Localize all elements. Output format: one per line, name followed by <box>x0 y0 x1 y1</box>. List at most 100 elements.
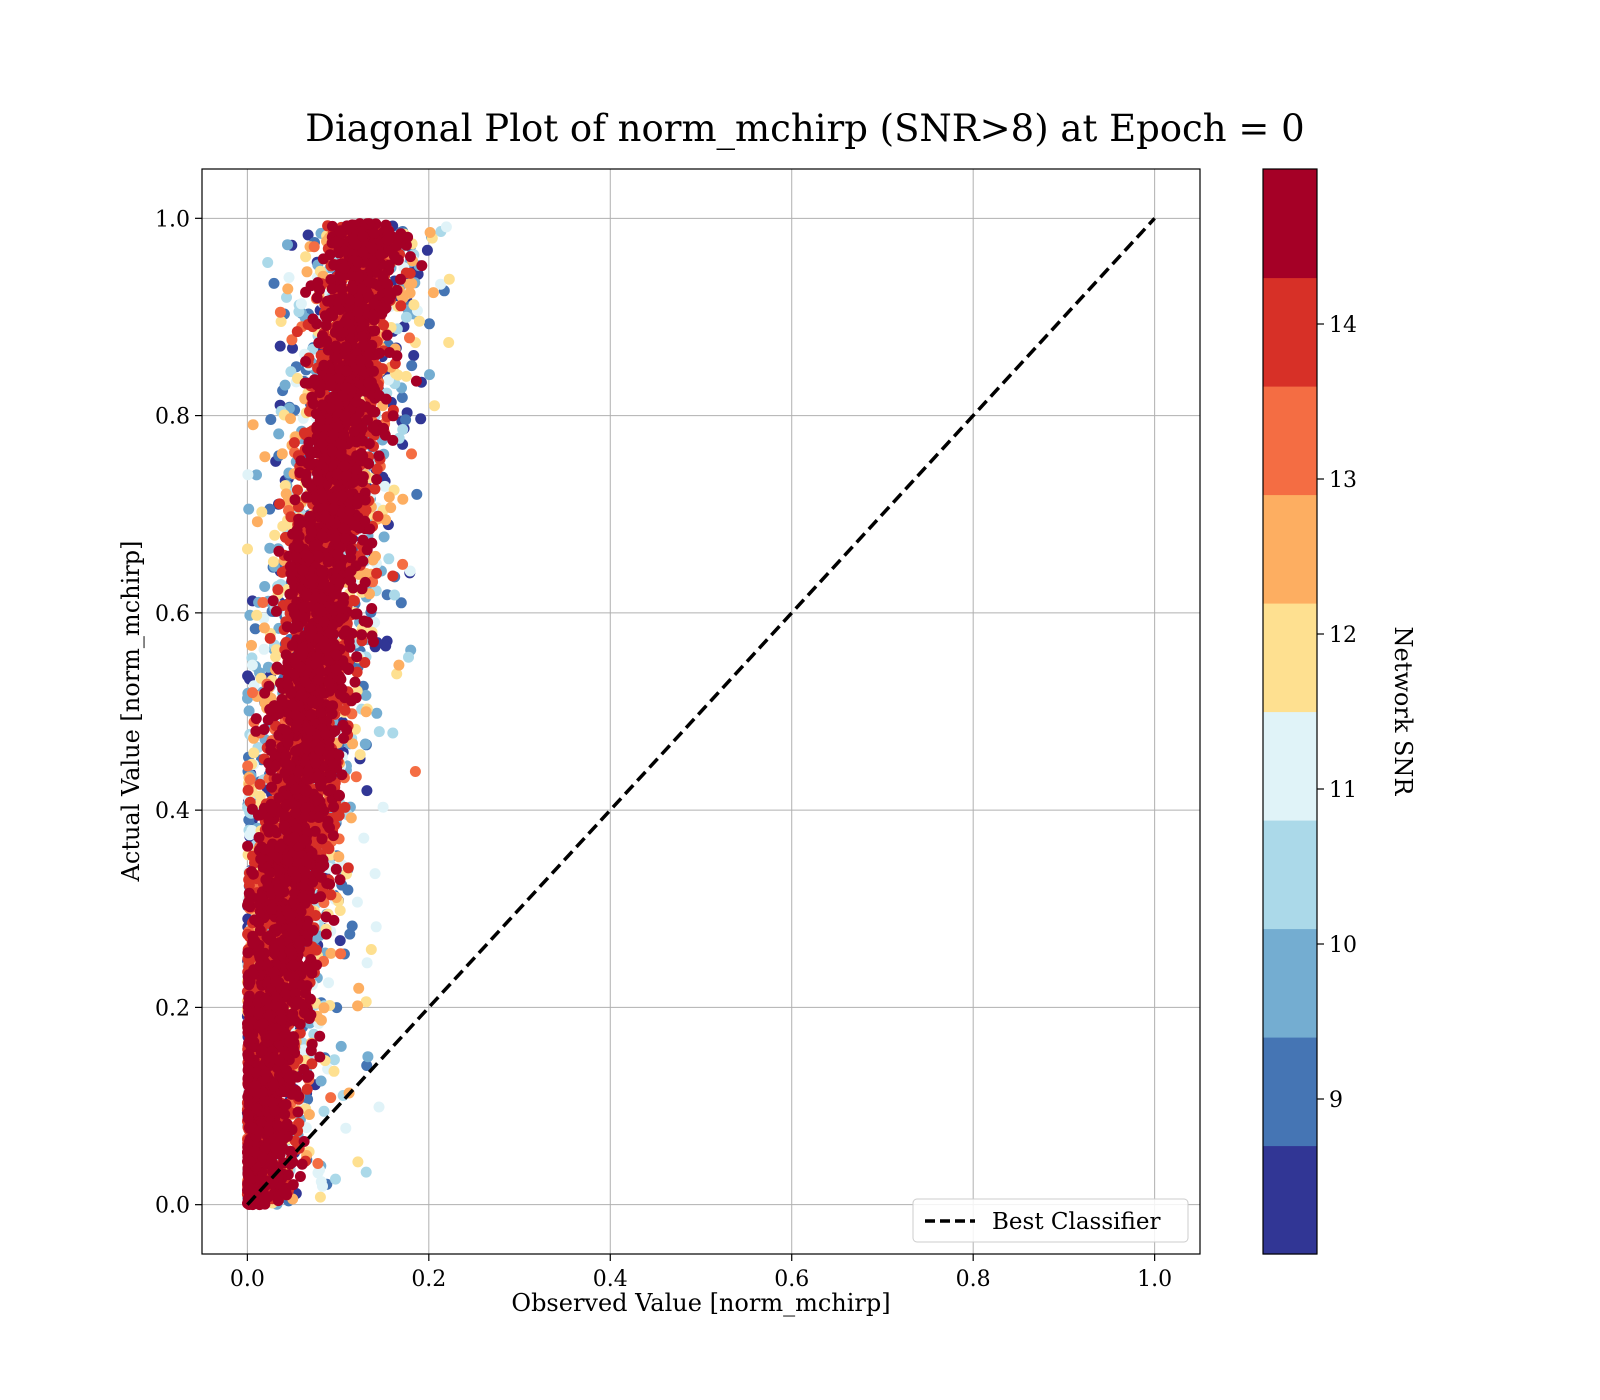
scatter-point <box>362 1051 374 1063</box>
scatter-point <box>404 251 416 263</box>
scatter-point <box>288 437 300 449</box>
scatter-point <box>371 707 383 719</box>
scatter-point <box>285 366 297 378</box>
scatter-point <box>303 1109 315 1120</box>
scatter-point <box>408 299 420 311</box>
scatter-point <box>342 862 354 874</box>
scatter-point <box>409 766 421 777</box>
chart-title: Diagonal Plot of norm_mchirp (SNR>8) at … <box>305 107 1304 151</box>
scatter-point <box>262 257 274 268</box>
scatter-point <box>335 1040 347 1052</box>
scatter-point <box>258 622 270 634</box>
scatter-point <box>443 337 455 348</box>
scatter-point <box>276 448 288 460</box>
scatter-point <box>360 996 372 1008</box>
scatter-point <box>404 565 416 577</box>
scatter-point <box>412 268 424 280</box>
scatter-point <box>397 424 409 435</box>
scatter-point <box>395 300 407 312</box>
scatter-point <box>379 480 391 492</box>
scatter-point <box>361 544 373 556</box>
scatter-point <box>287 342 298 354</box>
scatter-point <box>346 920 358 932</box>
scatter-point <box>371 567 383 579</box>
scatter-point <box>301 1083 313 1095</box>
scatter-point <box>259 451 271 463</box>
scatter-point <box>361 1060 373 1071</box>
scatter-point <box>330 1173 341 1185</box>
scatter-point <box>265 414 277 425</box>
scatter-point <box>246 659 258 671</box>
scatter-point <box>243 503 255 515</box>
scatter-point <box>244 774 256 786</box>
scatter-point <box>359 738 371 750</box>
scatter-point <box>367 554 379 566</box>
scatter-point <box>320 928 332 940</box>
scatter-point <box>270 651 282 663</box>
scatter-point <box>285 413 296 425</box>
scatter-point <box>435 278 447 290</box>
scatter-point <box>312 1158 324 1169</box>
scatter-point <box>373 1101 385 1113</box>
scatter-point <box>427 287 439 299</box>
scatter-point <box>242 760 254 772</box>
scatter-point <box>404 287 416 299</box>
scatter-point <box>273 428 285 440</box>
scatter-point <box>385 502 397 514</box>
scatter-point <box>396 392 408 403</box>
scatter-point <box>383 553 395 565</box>
scatter-point <box>267 556 279 568</box>
scatter-point <box>352 1000 364 1012</box>
scatter-point <box>258 643 270 655</box>
scatter-point <box>387 727 399 739</box>
scatter-point <box>323 843 335 855</box>
scatter-point <box>406 448 417 460</box>
scatter-point <box>383 491 395 503</box>
scatter-point <box>353 982 365 994</box>
scatter-point <box>397 558 409 570</box>
scatter-point <box>335 948 347 960</box>
scatter-point <box>340 1122 352 1134</box>
scatter-point <box>377 801 389 813</box>
scatter-point <box>300 251 312 263</box>
scatter-point <box>247 419 259 431</box>
scatter-point <box>246 639 257 651</box>
scatter-point <box>314 1030 326 1042</box>
scatter-point <box>251 609 263 621</box>
scatter-point <box>370 921 382 933</box>
scatter-point <box>291 326 303 338</box>
scatter-point <box>369 483 381 495</box>
scatter-point <box>403 651 414 663</box>
scatter-point <box>251 469 262 481</box>
scatter-point <box>400 414 412 426</box>
scatter-point <box>395 597 407 609</box>
scatter-point <box>400 311 412 323</box>
scatter-point <box>423 318 435 330</box>
scatter-point <box>334 935 346 947</box>
scatter-point <box>259 581 271 592</box>
scatter-point <box>242 469 254 481</box>
scatter-point <box>369 868 381 880</box>
scatter-point <box>315 1176 327 1188</box>
scatter-point <box>292 484 303 496</box>
scatter-point <box>373 726 385 738</box>
scatter-point <box>361 785 373 797</box>
scatter-point <box>264 542 276 554</box>
scatter-point <box>274 340 286 352</box>
scatter-point <box>323 977 334 989</box>
scatter-point <box>365 944 377 955</box>
scatter-point <box>264 632 276 644</box>
scatter-point <box>318 1105 330 1117</box>
scatter-point <box>360 706 372 718</box>
scatter-point <box>380 640 392 652</box>
scatter-point <box>395 273 406 285</box>
scatter-point <box>314 1191 326 1203</box>
scatter-point <box>256 506 268 518</box>
scatter-point <box>243 705 255 717</box>
scatter-point <box>247 687 258 699</box>
scatter-point <box>254 778 266 790</box>
scatter-point <box>372 510 384 522</box>
scatter-point <box>257 597 269 608</box>
scatter-point <box>286 334 298 346</box>
scatter-point <box>282 283 294 295</box>
